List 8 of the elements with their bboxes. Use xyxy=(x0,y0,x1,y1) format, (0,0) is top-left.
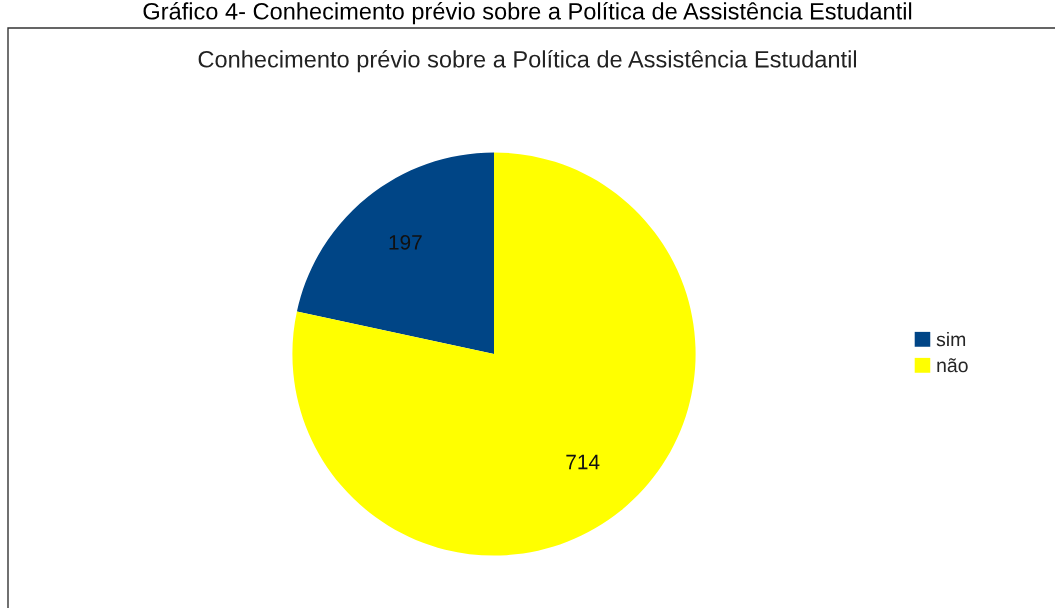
pie-slice xyxy=(296,152,494,354)
pie-slice xyxy=(292,152,696,556)
data-label: 197 xyxy=(389,235,422,250)
legend-label: não xyxy=(937,358,968,373)
text: Gráfico 4- Conhecimento prévio sobre a Política de Assistência Estudantil xyxy=(143,2,912,25)
legend-label: sim xyxy=(936,331,966,347)
data-label: 714 xyxy=(566,454,600,470)
chart-title: Conhecimento prévio sobre a Política de Assistência Estudantil xyxy=(198,50,857,73)
